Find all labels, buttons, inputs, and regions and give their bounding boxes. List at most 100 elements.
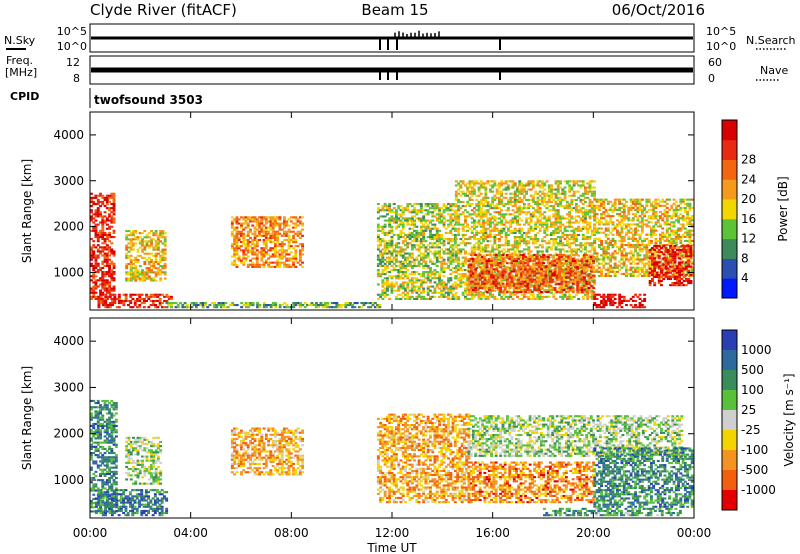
heatmap-cell — [564, 282, 568, 285]
heatmap-cell — [408, 211, 412, 214]
heatmap-cell — [477, 252, 481, 255]
heatmap-cell — [422, 217, 426, 220]
heatmap-cell — [442, 283, 446, 286]
heatmap-cell — [586, 227, 590, 230]
heatmap-cell — [484, 188, 488, 191]
heatmap-cell — [547, 242, 551, 245]
heatmap-cell — [163, 232, 167, 235]
heatmap-cell — [404, 260, 407, 263]
heatmap-cell — [466, 200, 470, 203]
heatmap-cell — [495, 244, 499, 247]
heatmap-cell — [294, 232, 298, 235]
heatmap-cell — [520, 240, 524, 243]
heatmap-cell — [524, 284, 527, 287]
heatmap-cell — [464, 275, 467, 278]
heatmap-cell — [528, 274, 532, 277]
heatmap-cell — [110, 217, 114, 220]
heatmap-cell — [518, 236, 522, 239]
heatmap-cell — [392, 233, 396, 236]
heatmap-cell — [134, 258, 138, 261]
heatmap-cell — [296, 220, 300, 223]
heatmap-cell — [577, 215, 581, 218]
heatmap-cell — [577, 184, 581, 187]
heatmap-cell — [498, 211, 501, 214]
heatmap-cell — [521, 280, 525, 283]
heatmap-cell — [422, 295, 426, 298]
heatmap-cell — [579, 186, 583, 189]
heatmap-cell — [474, 282, 478, 285]
heatmap-cell — [260, 234, 264, 237]
heatmap-cell — [464, 297, 467, 300]
heatmap-cell — [544, 276, 548, 279]
heatmap-cell — [449, 273, 453, 276]
heatmap-cell — [103, 287, 107, 290]
heatmap-cell — [152, 267, 156, 270]
heatmap-cell — [486, 233, 490, 236]
heatmap-cell — [518, 217, 522, 220]
heatmap-cell — [271, 241, 275, 244]
heatmap-cell — [568, 221, 572, 224]
heatmap-cell — [103, 283, 107, 286]
heatmap-cell — [526, 278, 530, 281]
heatmap-cell — [513, 211, 517, 214]
heatmap-cell — [550, 231, 553, 234]
heatmap-cell — [577, 277, 581, 280]
heatmap-cell — [404, 275, 407, 278]
heatmap-cell — [517, 291, 521, 294]
heatmap-cell — [105, 291, 109, 294]
heatmap-cell — [457, 250, 461, 253]
heatmap-cell — [360, 306, 364, 309]
heatmap-cell — [242, 251, 246, 254]
heatmap-cell — [395, 233, 398, 236]
heatmap-cell — [544, 282, 548, 285]
heatmap-cell — [457, 184, 461, 187]
heatmap-cell — [410, 264, 414, 267]
heatmap-cell — [503, 260, 507, 263]
heatmap-cell — [440, 219, 444, 222]
heatmap-cell — [244, 222, 248, 225]
heatmap-cell — [503, 272, 507, 275]
heatmap-cell — [590, 205, 594, 208]
heatmap-cell — [444, 285, 448, 288]
heatmap-cell — [301, 261, 304, 264]
heatmap-cell — [477, 200, 481, 203]
heatmap-cell — [569, 264, 573, 267]
heatmap-cell — [572, 231, 576, 234]
heatmap-cell — [278, 263, 282, 266]
heatmap-cell — [260, 255, 264, 258]
heatmap-cell — [526, 282, 530, 285]
heatmap-cell — [567, 255, 571, 258]
heatmap-cell — [233, 259, 237, 262]
heatmap-cell — [406, 262, 410, 265]
heatmap-cell — [470, 252, 474, 255]
heatmap-cell — [561, 192, 565, 195]
heatmap-cell — [289, 251, 293, 254]
heatmap-cell — [101, 219, 105, 222]
heatmap-cell — [404, 217, 407, 220]
heatmap-cell — [326, 304, 330, 307]
heatmap-cell — [289, 220, 293, 223]
heatmap-cell — [565, 297, 569, 300]
heatmap-cell — [581, 248, 585, 251]
heatmap-cell — [544, 255, 548, 258]
heatmap-cell — [507, 203, 510, 206]
heatmap-cell — [386, 293, 389, 296]
heatmap-cell — [490, 258, 493, 261]
heatmap-cell — [401, 277, 405, 280]
heatmap-cell — [584, 186, 587, 189]
heatmap-cell — [488, 285, 492, 288]
heatmap-cell — [386, 285, 389, 288]
heatmap-cell — [493, 273, 497, 276]
heatmap-cell — [525, 207, 528, 210]
heatmap-cell — [447, 231, 450, 234]
heatmap-cell — [565, 240, 569, 243]
heatmap-cell — [433, 252, 437, 255]
heatmap-cell — [479, 211, 483, 214]
heatmap-cell — [531, 198, 535, 201]
heatmap-cell — [264, 261, 268, 264]
heatmap-cell — [502, 297, 506, 300]
heatmap-cell — [235, 245, 239, 248]
heatmap-cell — [408, 242, 412, 245]
heatmap-cell — [410, 233, 414, 236]
heatmap-cell — [298, 216, 302, 219]
